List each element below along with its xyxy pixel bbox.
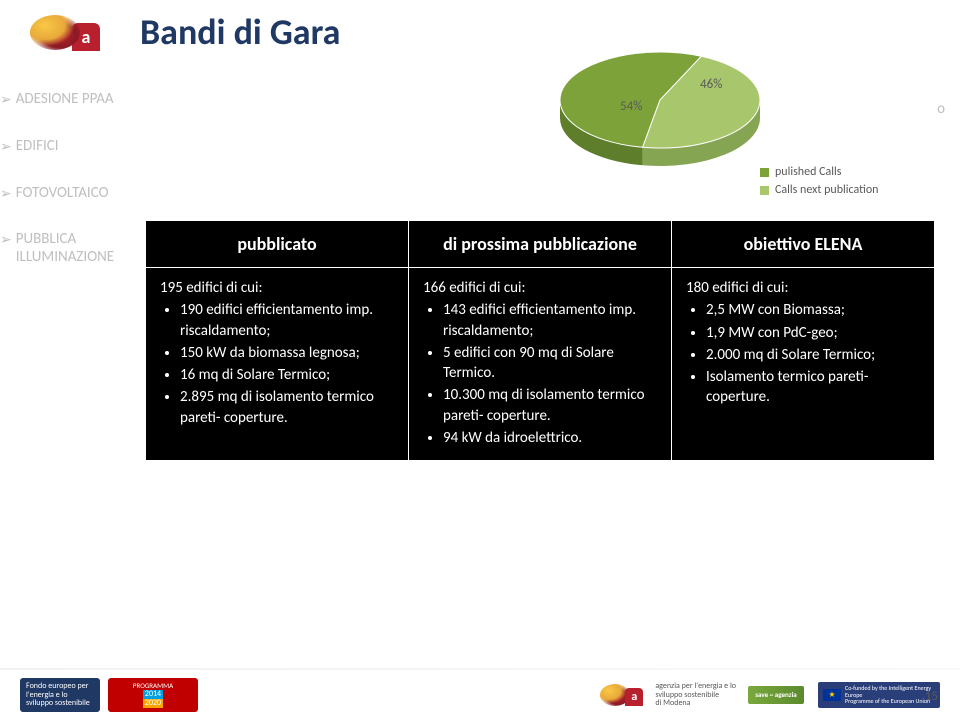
- cell-bullet: Isolamento termico pareti- coperture.: [706, 367, 920, 408]
- cell-bullet: 150 kW da biomassa legnosa;: [180, 343, 394, 363]
- logo-swoosh-icon: [30, 15, 80, 50]
- cell-lead: 195 edifici di cui:: [160, 278, 394, 298]
- col-header-pubblicato: pubblicato: [146, 221, 409, 268]
- cell-bullet: 94 kW da idroelettrico.: [443, 428, 657, 448]
- legend-item: pulished Calls: [760, 165, 878, 179]
- page-number: 15: [925, 689, 938, 704]
- cell-bullet-list: 190 edifici efficientamento imp. riscald…: [160, 300, 394, 428]
- eu-flag-icon: ★: [823, 689, 841, 701]
- comparison-table: pubblicato di prossima pubblicazione obi…: [145, 220, 935, 461]
- agency-logo: a: [600, 683, 643, 706]
- cell-bullet-list: 2,5 MW con Biomassa; 1,9 MW con PdC-geo;2…: [686, 300, 920, 407]
- programma-badge: PROGRAMMA 2014 2020: [108, 678, 198, 712]
- cell-bullet: 2.000 mq di Solare Termico;: [706, 345, 920, 365]
- chevron-right-icon: ➢: [0, 186, 12, 203]
- cell-bullet: 190 edifici efficientamento imp. riscald…: [180, 300, 394, 341]
- sidebar-item-label: PUBBLICA ILLUMINAZIONE: [16, 230, 135, 266]
- mini-letter-icon: a: [625, 688, 643, 706]
- save-text: save ~ agenzia: [755, 690, 797, 699]
- legend-swatch-icon: [760, 186, 769, 195]
- footer-right-logos: a agenzia per l'energia e lo sviluppo so…: [600, 682, 940, 708]
- fondo-europeo-badge: Fondo europeo per l'energia e lo svilupp…: [20, 678, 100, 712]
- legend-label: Calls next publication: [775, 183, 878, 197]
- cell-prossima: 166 edifici di cui:143 edifici efficient…: [409, 268, 672, 461]
- sidebar-nav: ➢ ADESIONE PPAA ➢ EDIFICI ➢ FOTOVOLTAICO…: [0, 90, 135, 294]
- col-header-prossima: di prossima pubblicazione: [409, 221, 672, 268]
- stray-text: o: [937, 100, 945, 118]
- chevron-right-icon: ➢: [0, 139, 12, 156]
- chart-legend: pulished Calls Calls next publication: [760, 165, 878, 201]
- brand-logo: a: [30, 10, 120, 55]
- cell-bullet: 1,9 MW con PdC-geo;: [706, 323, 920, 343]
- sidebar-item-edifici: ➢ EDIFICI: [0, 137, 135, 156]
- cell-bullet: 2.895 mq di isolamento termico pareti- c…: [180, 387, 394, 428]
- sidebar-item-label: EDIFICI: [16, 137, 59, 155]
- cell-bullet: 10.300 mq di isolamento termico pareti- …: [443, 385, 657, 426]
- cell-bullet: 5 edifici con 90 mq di Solare Termico.: [443, 343, 657, 384]
- footer-left-logos: Fondo europeo per l'energia e lo svilupp…: [20, 678, 198, 712]
- page-title: Bandi di Gara: [140, 10, 340, 54]
- sidebar-item-fotovoltaico: ➢ FOTOVOLTAICO: [0, 184, 135, 203]
- legend-swatch-icon: [760, 168, 769, 177]
- sidebar-item-adesione: ➢ ADESIONE PPAA: [0, 90, 135, 109]
- cell-lead: 180 edifici di cui:: [686, 278, 920, 298]
- chevron-right-icon: ➢: [0, 232, 12, 249]
- col-header-obiettivo: obiettivo ELENA: [672, 221, 935, 268]
- cell-obiettivo: 180 edifici di cui:2,5 MW con Biomassa; 1…: [672, 268, 935, 461]
- svg-text:54%: 54%: [620, 99, 642, 114]
- cell-lead: 166 edifici di cui:: [423, 278, 657, 298]
- legend-label: pulished Calls: [775, 165, 841, 179]
- year-2020: 2020: [143, 699, 163, 708]
- cell-bullet-list: 143 edifici efficientamento imp. riscald…: [423, 300, 657, 448]
- cell-bullet: 2,5 MW con Biomassa;: [706, 300, 920, 320]
- pie-chart: 54% 46% pulished Calls Calls next publica…: [530, 40, 950, 220]
- pie-svg: 54% 46%: [550, 40, 790, 180]
- agency-text: agenzia per l'energia e lo sviluppo sost…: [655, 682, 736, 708]
- cell-bullet: 143 edifici efficientamento imp. riscald…: [443, 300, 657, 341]
- sidebar-item-label: FOTOVOLTAICO: [16, 184, 109, 202]
- svg-text:46%: 46%: [700, 77, 722, 92]
- eu-line2: Programme of the European Union: [845, 698, 935, 705]
- sidebar-item-illuminazione: ➢ PUBBLICA ILLUMINAZIONE: [0, 230, 135, 266]
- cell-pubblicato: 195 edifici di cui:190 edifici efficient…: [146, 268, 409, 461]
- eu-cofunded-badge: ★ Co-funded by the Intelligent Energy Eu…: [818, 682, 940, 708]
- chevron-right-icon: ➢: [0, 92, 12, 109]
- agency-line3: di Modena: [655, 699, 736, 708]
- legend-item: Calls next publication: [760, 183, 878, 197]
- footer: Fondo europeo per l'energia e lo svilupp…: [0, 670, 960, 720]
- eu-text: Co-funded by the Intelligent Energy Euro…: [845, 685, 935, 705]
- cell-bullet: 16 mq di Solare Termico;: [180, 365, 394, 385]
- save-badge: save ~ agenzia: [748, 686, 804, 704]
- sidebar-item-label: ADESIONE PPAA: [16, 90, 114, 108]
- fondo-text: Fondo europeo per l'energia e lo svilupp…: [26, 682, 94, 708]
